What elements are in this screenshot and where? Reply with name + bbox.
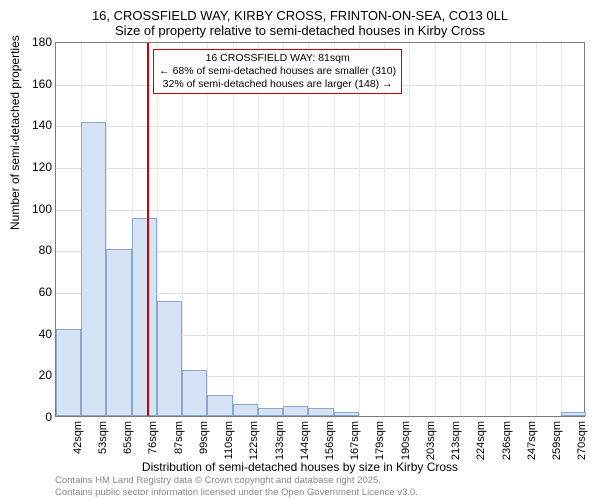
histogram-bar — [106, 249, 131, 416]
y-tick-label: 60 — [22, 285, 52, 299]
y-tick-label: 20 — [22, 368, 52, 382]
y-tick-label: 160 — [22, 77, 52, 91]
grid-line — [435, 43, 436, 416]
annotation-larger: 32% of semi-detached houses are larger (… — [159, 78, 396, 91]
annotation-title: 16 CROSSFIELD WAY: 81sqm — [159, 52, 396, 65]
grid-line — [258, 43, 259, 416]
x-tick-label: 53sqm — [97, 421, 109, 454]
x-tick-label: 213sqm — [450, 421, 462, 460]
x-tick-label: 167sqm — [349, 421, 361, 460]
x-tick-label: 110sqm — [223, 421, 235, 459]
grid-line — [561, 43, 562, 416]
x-tick-label: 133sqm — [274, 421, 286, 460]
x-axis-label: Distribution of semi-detached houses by … — [0, 460, 600, 474]
attribution-footer: Contains HM Land Registry data © Crown c… — [55, 475, 418, 498]
y-tick-label: 140 — [22, 118, 52, 132]
annotation-box: 16 CROSSFIELD WAY: 81sqm← 68% of semi-de… — [153, 49, 402, 94]
histogram-bar — [334, 412, 359, 416]
chart-title: 16, CROSSFIELD WAY, KIRBY CROSS, FRINTON… — [0, 0, 600, 23]
footer-line-1: Contains HM Land Registry data © Crown c… — [55, 475, 418, 486]
x-tick-label: 76sqm — [147, 421, 159, 454]
y-tick-label: 40 — [22, 327, 52, 341]
grid-line — [409, 43, 410, 416]
x-tick-label: 65sqm — [122, 421, 134, 454]
property-marker-line — [147, 43, 149, 416]
histogram-bar — [233, 404, 258, 417]
x-tick-label: 236sqm — [501, 421, 513, 460]
x-tick-label: 87sqm — [173, 421, 185, 454]
grid-line — [207, 43, 208, 416]
chart-subtitle: Size of property relative to semi-detach… — [0, 23, 600, 42]
x-tick-label: 203sqm — [425, 421, 437, 460]
histogram-bar — [182, 370, 207, 416]
x-tick-label: 259sqm — [551, 421, 563, 460]
x-tick-label: 156sqm — [324, 421, 336, 460]
histogram-bar — [308, 408, 333, 416]
grid-line — [510, 43, 511, 416]
grid-line — [334, 43, 335, 416]
grid-line — [359, 43, 360, 416]
x-tick-label: 99sqm — [198, 421, 210, 454]
grid-line — [283, 43, 284, 416]
grid-line — [182, 43, 183, 416]
histogram-bar — [157, 301, 182, 416]
histogram-bar — [207, 395, 232, 416]
histogram-bar — [132, 218, 157, 416]
grid-line — [485, 43, 486, 416]
plot-area: 16 CROSSFIELD WAY: 81sqm← 68% of semi-de… — [55, 42, 585, 417]
x-tick-label: 224sqm — [475, 421, 487, 460]
histogram-bar — [283, 406, 308, 416]
histogram-bar — [56, 329, 81, 417]
y-axis-label: Number of semi-detached properties — [8, 35, 22, 230]
y-tick-label: 180 — [22, 35, 52, 49]
grid-line — [56, 126, 584, 127]
x-tick-label: 270sqm — [576, 421, 588, 460]
annotation-smaller: ← 68% of semi-detached houses are smalle… — [159, 65, 396, 78]
histogram-bar — [561, 412, 586, 416]
footer-line-2: Contains public sector information licen… — [55, 487, 418, 498]
grid-line — [56, 168, 584, 169]
grid-line — [536, 43, 537, 416]
y-tick-label: 0 — [22, 410, 52, 424]
grid-line — [56, 210, 584, 211]
y-tick-label: 120 — [22, 160, 52, 174]
grid-line — [308, 43, 309, 416]
y-tick-label: 100 — [22, 202, 52, 216]
x-tick-label: 42sqm — [72, 421, 84, 454]
x-tick-label: 144sqm — [299, 421, 311, 460]
grid-line — [384, 43, 385, 416]
histogram-bar — [258, 408, 283, 416]
x-tick-label: 247sqm — [526, 421, 538, 460]
grid-line — [460, 43, 461, 416]
x-tick-label: 190sqm — [400, 421, 412, 460]
grid-line — [233, 43, 234, 416]
x-tick-label: 179sqm — [374, 421, 386, 460]
histogram-bar — [81, 122, 106, 416]
y-tick-label: 80 — [22, 243, 52, 257]
x-tick-label: 122sqm — [248, 421, 260, 460]
